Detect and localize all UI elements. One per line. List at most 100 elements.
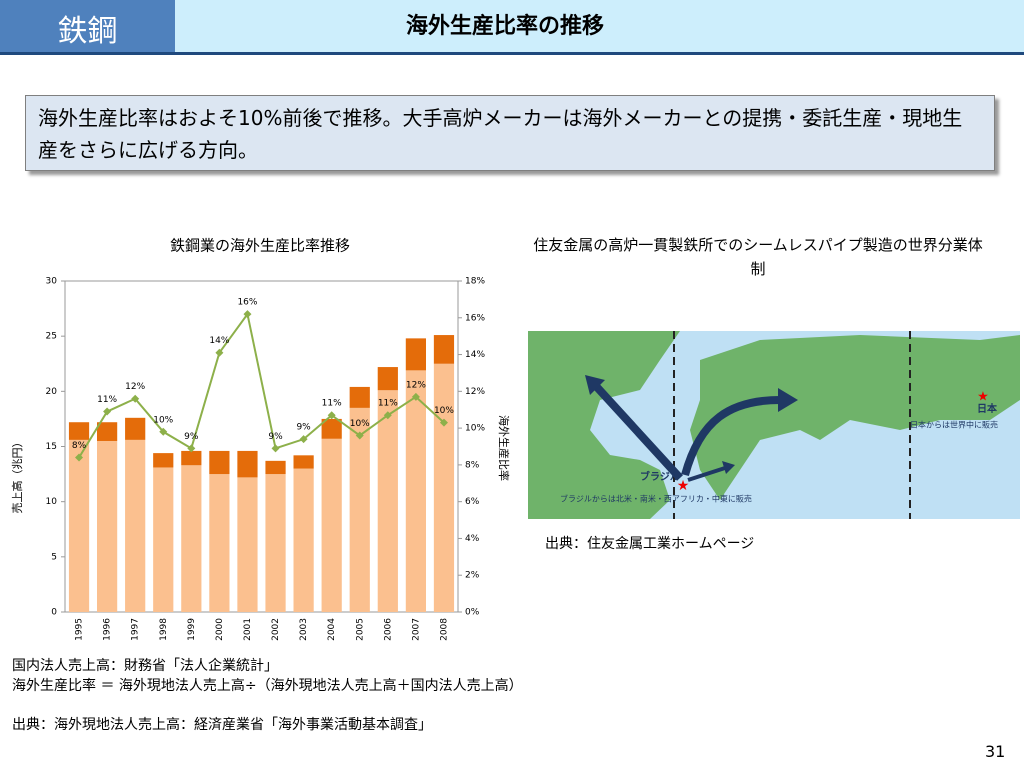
map-note: 日本からは世界中に販売 bbox=[910, 420, 998, 430]
y2-tick-label: 18% bbox=[465, 277, 485, 287]
map-label: ブラジル bbox=[640, 470, 680, 483]
y2-tick-label: 0% bbox=[465, 608, 480, 618]
line-marker bbox=[215, 348, 224, 357]
line-marker bbox=[187, 444, 196, 453]
line-marker bbox=[327, 411, 336, 420]
x-tick-label: 2003 bbox=[299, 618, 309, 641]
map-source: 出典：住友金属工業ホームページ bbox=[545, 536, 755, 552]
bar-segment bbox=[209, 450, 230, 475]
data-label: 9% bbox=[268, 432, 283, 442]
bar-segment bbox=[377, 390, 398, 612]
line-marker bbox=[411, 392, 420, 401]
x-tick-label: 2005 bbox=[355, 618, 365, 641]
y-tick-label: 5 bbox=[51, 552, 57, 562]
data-label: 11% bbox=[97, 395, 117, 405]
bar-segment bbox=[181, 465, 202, 612]
data-label: 12% bbox=[125, 382, 145, 392]
bar-segment bbox=[237, 477, 258, 612]
line-marker bbox=[271, 444, 280, 453]
line-marker bbox=[131, 394, 140, 403]
title-rule bbox=[0, 52, 1024, 55]
line-marker bbox=[103, 407, 112, 416]
data-label: 11% bbox=[322, 399, 342, 409]
data-label: 14% bbox=[209, 336, 229, 346]
arrow bbox=[687, 466, 726, 482]
x-tick-label: 2008 bbox=[439, 618, 449, 641]
data-label: 10% bbox=[350, 419, 370, 429]
bar-segment bbox=[153, 453, 174, 468]
section-box bbox=[0, 0, 175, 52]
page-number: 31 bbox=[985, 742, 1006, 761]
arrow-head bbox=[585, 375, 605, 395]
bar-segment bbox=[68, 439, 90, 612]
bar-segment bbox=[293, 468, 314, 612]
y-tick-label: 25 bbox=[46, 332, 57, 342]
line-marker bbox=[243, 310, 252, 319]
note: 出典：海外現地法人売上高：経済産業省「海外事業活動基本調査」 bbox=[12, 717, 432, 733]
arrow-head bbox=[722, 461, 735, 474]
bar-segment bbox=[321, 418, 342, 439]
bar-segment bbox=[97, 440, 118, 612]
note: 国内法人売上高：財務省「法人企業統計」 bbox=[12, 658, 278, 674]
y-tick-label: 10 bbox=[46, 497, 58, 507]
data-label: 10% bbox=[434, 406, 454, 416]
map-label: 日本 bbox=[977, 402, 998, 415]
bar-segment bbox=[125, 417, 146, 440]
bar-segment bbox=[349, 407, 370, 612]
slide-title: 海外生産比率の推移 bbox=[405, 14, 604, 39]
data-label: 11% bbox=[378, 399, 398, 409]
y-tick-label: 0 bbox=[51, 608, 57, 618]
x-tick-label: 2007 bbox=[411, 618, 421, 641]
y-tick-label: 30 bbox=[46, 277, 58, 287]
bar-segment bbox=[181, 450, 202, 466]
line-marker bbox=[383, 411, 392, 420]
y2-tick-label: 14% bbox=[465, 350, 485, 360]
arrow bbox=[592, 382, 683, 481]
bar-segment bbox=[433, 335, 455, 364]
data-label: 9% bbox=[296, 423, 311, 433]
bar-segment bbox=[153, 467, 174, 612]
x-tick-label: 1995 bbox=[75, 618, 85, 641]
bar-segment bbox=[265, 460, 286, 475]
x-tick-label: 1999 bbox=[187, 618, 197, 641]
y2-tick-label: 4% bbox=[465, 534, 480, 544]
data-label: 9% bbox=[184, 432, 199, 442]
star: ★ bbox=[977, 390, 989, 405]
note: 海外生産比率 ＝ 海外現地法人売上高÷（海外現地法人売上高＋国内法人売上高） bbox=[12, 678, 523, 694]
map-eurasia-africa bbox=[690, 335, 1020, 500]
y2-tick-label: 8% bbox=[465, 460, 480, 470]
y2-tick-label: 2% bbox=[465, 571, 480, 581]
data-label: 8% bbox=[72, 441, 87, 451]
y-tick-label: 15 bbox=[46, 442, 57, 452]
bar-segment bbox=[68, 422, 90, 440]
line-marker bbox=[299, 435, 308, 444]
bar-segment bbox=[209, 474, 230, 612]
y2-tick-label: 10% bbox=[465, 424, 485, 434]
map-note: ブラジルからは北米・南米・西アフリカ・中東に販売 bbox=[560, 494, 752, 504]
bar-segment bbox=[349, 386, 370, 408]
data-label: 10% bbox=[153, 415, 173, 425]
y2-tick-label: 16% bbox=[465, 313, 485, 323]
chart-title: 鉄鋼業の海外生産比率推移 bbox=[170, 237, 350, 255]
bar-segment bbox=[405, 338, 426, 371]
y2-tick-label: 12% bbox=[465, 387, 485, 397]
map-title: 住友金属の高炉一貫製鉄所でのシームレスパイプ製造の世界分業体制 bbox=[533, 236, 983, 278]
data-label: 16% bbox=[237, 298, 257, 308]
bar-segment bbox=[433, 363, 455, 612]
bar-segment bbox=[125, 439, 146, 612]
x-tick-label: 2002 bbox=[271, 618, 281, 641]
plot-frame bbox=[64, 280, 459, 613]
x-tick-label: 1996 bbox=[103, 618, 113, 641]
section-label: 鉄鋼 bbox=[57, 14, 118, 49]
bar-segment bbox=[293, 455, 314, 469]
y2-axis-label: 海外生産比率 bbox=[497, 415, 511, 481]
x-tick-label: 1998 bbox=[159, 618, 169, 641]
arrow-head bbox=[778, 388, 798, 412]
data-label: 12% bbox=[406, 380, 426, 390]
bar-segment bbox=[265, 474, 286, 612]
y-axis-label: 売上高（兆円） bbox=[10, 437, 24, 514]
y2-tick-label: 6% bbox=[465, 497, 480, 507]
bar-segment bbox=[237, 450, 258, 478]
